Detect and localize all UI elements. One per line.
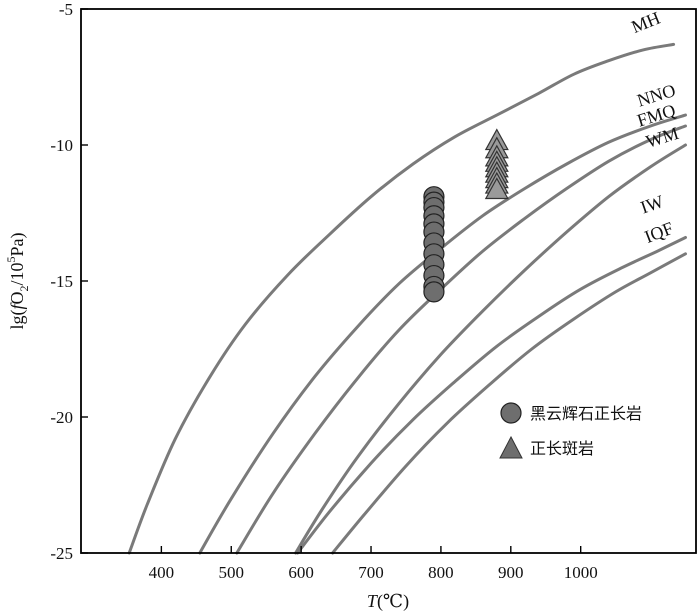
buffer-label-iqf: IQF [642, 218, 676, 247]
legend-label-porphyry: 正长斑岩 [530, 439, 594, 458]
buffer-label-iw: IW [638, 191, 666, 217]
buffer-label-mh: MH [629, 8, 663, 37]
buffer-curve-iqf [331, 252, 687, 555]
x-axis-title: T(℃) [367, 591, 409, 612]
y-tick-label: -15 [50, 272, 73, 291]
y-axis-title: lg(fO2/105Pa) [4, 232, 31, 329]
legend-label-syenite: 黑云辉石正长岩 [530, 404, 642, 423]
buffer-curve-iw [296, 236, 687, 555]
y-tick-label: -25 [50, 544, 73, 563]
x-axis: 400 500 600 700 800 900 1000 [149, 546, 598, 582]
y-tick-label: -20 [50, 408, 73, 427]
x-tick-label: 500 [219, 563, 245, 582]
x-tick-label: 800 [428, 563, 454, 582]
y-axis: -5 -10 -15 -20 -25 [50, 0, 88, 563]
legend-circle-marker [500, 402, 522, 424]
x-tick-label: 900 [498, 563, 524, 582]
syenite-point [423, 281, 445, 303]
plot-frame [80, 8, 697, 554]
buffer-curve-mh [127, 42, 676, 555]
x-tick-label: 400 [149, 563, 175, 582]
x-tick-label: 1000 [564, 563, 598, 582]
y-tick-label: -10 [50, 136, 73, 155]
porphyry-point [484, 177, 509, 200]
buffer-curve-nno [198, 113, 687, 555]
buffer-curve-wm [294, 143, 687, 555]
sample-markers [423, 128, 509, 303]
legend: 黑云辉石正长岩 正长斑岩 [499, 402, 642, 459]
y-tick-label: -5 [59, 0, 73, 19]
buffer-curves [127, 42, 687, 555]
buffer-curve-fmq [235, 124, 687, 555]
x-tick-label: 600 [288, 563, 314, 582]
x-tick-label: 700 [358, 563, 384, 582]
legend-triangle-marker [499, 435, 523, 459]
